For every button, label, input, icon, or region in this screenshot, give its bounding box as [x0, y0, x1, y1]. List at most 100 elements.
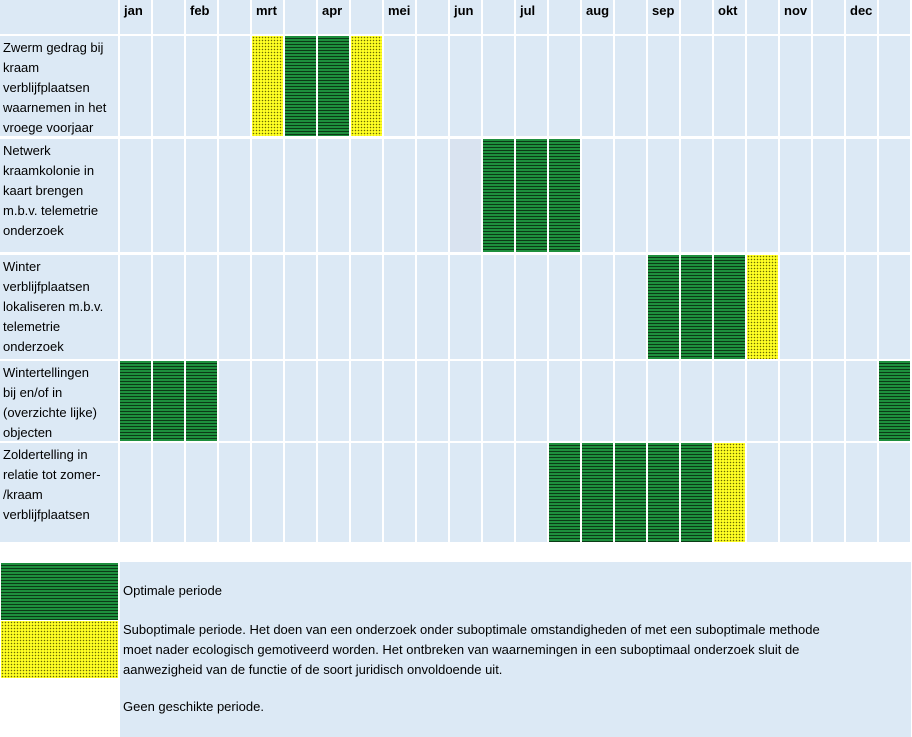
period-cell — [384, 255, 415, 359]
period-cell — [219, 139, 250, 252]
activity-label-line: bij en/of in — [3, 385, 63, 400]
period-cell-suboptimal — [714, 443, 745, 542]
activity-label: Wintertellingen bij en/of in (overzichte l… — [3, 363, 119, 443]
period-cell-suboptimal — [351, 36, 382, 136]
legend-optimal-swatch — [1, 563, 118, 620]
period-cell — [252, 139, 283, 252]
header-cell — [120, 0, 151, 34]
period-cell — [219, 36, 250, 136]
period-cell — [747, 443, 778, 542]
period-cell-optimal — [648, 255, 679, 359]
period-cell — [516, 443, 547, 542]
period-cell-optimal — [186, 361, 217, 441]
period-cell-optimal — [681, 255, 712, 359]
period-cell — [846, 255, 877, 359]
period-cell — [186, 255, 217, 359]
activity-label-line: vroege voorjaar — [3, 120, 94, 135]
period-cell — [285, 139, 316, 252]
activity-label-line: Winter — [3, 259, 41, 274]
legend-optimal-label: Optimale periode — [123, 583, 222, 598]
month-label-mei: mei — [388, 3, 411, 18]
month-label-jun: jun — [454, 3, 474, 18]
period-cell — [747, 361, 778, 441]
period-cell — [780, 36, 811, 136]
period-cell — [615, 361, 646, 441]
period-cell — [813, 36, 844, 136]
activity-label-line: waarnemen in het — [3, 100, 107, 115]
period-cell — [252, 255, 283, 359]
legend-unsuitable-label: Geen geschikte periode. — [123, 699, 264, 714]
period-cell — [153, 139, 184, 252]
activity-label-line: verblijfplaatsen — [3, 279, 90, 294]
period-cell-optimal — [879, 361, 910, 441]
period-cell — [714, 139, 745, 252]
header-cell — [813, 0, 844, 34]
period-cell — [450, 36, 481, 136]
period-cell — [219, 361, 250, 441]
activity-label-line: relatie tot zomer- — [3, 467, 101, 482]
period-cell — [615, 255, 646, 359]
activity-label-line: kaart brengen — [3, 183, 84, 198]
activity-label-cell — [0, 443, 118, 542]
period-cell — [153, 36, 184, 136]
activity-label-line: kraam — [3, 60, 40, 75]
activity-label-line: m.b.v. telemetrie — [3, 203, 99, 218]
activity-label: Netwerk kraamkolonie in kaart brengen m.b.v… — [3, 141, 119, 241]
period-cell — [384, 361, 415, 441]
period-cell — [384, 36, 415, 136]
month-label-feb: feb — [190, 3, 210, 18]
period-cell-suboptimal — [747, 255, 778, 359]
period-cell — [879, 36, 910, 136]
activity-label-line: telemetrie — [3, 319, 61, 334]
header-cell — [483, 0, 514, 34]
schedule-grid: jan feb mrt apr mei jun jul aug sep okt nov dec Zwer… — [0, 0, 910, 542]
period-cell — [483, 255, 514, 359]
period-cell — [186, 36, 217, 136]
activity-label-line: objecten — [3, 425, 53, 440]
period-cell — [417, 36, 448, 136]
period-cell — [318, 443, 349, 542]
period-cell — [186, 139, 217, 252]
activity-label: Winter verblijfplaatsen lokaliseren m.b.v.… — [3, 257, 119, 357]
period-cell-optimal — [549, 443, 580, 542]
header-cell — [186, 0, 217, 34]
header-cell — [549, 0, 580, 34]
period-cell — [417, 139, 448, 252]
header-cell — [219, 0, 250, 34]
activity-label-cell — [0, 361, 118, 441]
period-cell — [252, 361, 283, 441]
month-label-dec: dec — [850, 3, 873, 18]
header-corner — [0, 0, 118, 34]
activity-label-line: Zoldertelling in — [3, 447, 88, 462]
period-cell — [747, 36, 778, 136]
period-cell — [384, 139, 415, 252]
period-cell — [747, 139, 778, 252]
period-cell — [516, 36, 547, 136]
period-cell — [153, 255, 184, 359]
legend: Optimale periode Suboptimale periode. He… — [0, 562, 912, 737]
period-cell — [813, 443, 844, 542]
legend-suboptimal-line-1: Suboptimale periode. Het doen van een on… — [123, 622, 820, 637]
period-cell — [285, 255, 316, 359]
header-cell — [318, 0, 349, 34]
period-cell — [351, 361, 382, 441]
period-cell — [450, 443, 481, 542]
header-cell — [747, 0, 778, 34]
period-cell — [780, 139, 811, 252]
period-cell — [417, 361, 448, 441]
period-cell — [648, 361, 679, 441]
period-cell — [714, 36, 745, 136]
activity-label-line: /kraam — [3, 487, 43, 502]
period-cell — [483, 36, 514, 136]
header-cell — [648, 0, 679, 34]
activity-label-cell — [0, 139, 118, 252]
period-cell-optimal — [318, 36, 349, 136]
period-cell — [351, 443, 382, 542]
header-cell — [516, 0, 547, 34]
activity-label-line: onderzoek — [3, 223, 64, 238]
period-cell — [879, 443, 910, 542]
activity-label-line: verblijfplaatsen — [3, 80, 90, 95]
month-label-okt: okt — [718, 3, 738, 18]
period-cell — [780, 255, 811, 359]
month-label-nov: nov — [784, 3, 808, 18]
